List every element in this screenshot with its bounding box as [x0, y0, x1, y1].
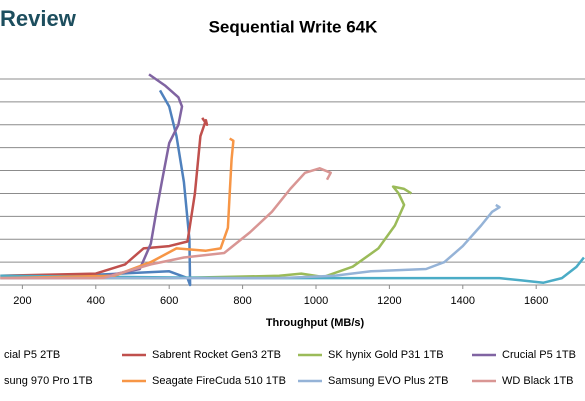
series-line: [0, 117, 209, 278]
brand: Review: [0, 6, 77, 31]
x-tick-label: 400: [87, 295, 105, 307]
x-tick-label: 1400: [451, 295, 475, 307]
legend-label: Sabrent Rocket Gen3 2TB: [152, 349, 281, 361]
x-tick-label: 200: [13, 295, 31, 307]
chart-title: Sequential Write 64K: [209, 17, 379, 36]
x-axis-label: Throughput (MB/s): [266, 317, 365, 329]
x-tick-label: 1600: [524, 295, 548, 307]
legend-label: Samsung EVO Plus 2TB: [328, 375, 448, 387]
x-tick-label: 1000: [304, 295, 328, 307]
legend-label: sung 970 Pro 1TB: [4, 375, 93, 387]
series-line: [0, 185, 413, 280]
x-tick-label: 600: [160, 295, 178, 307]
legend-label: cial P5 2TB: [4, 349, 60, 361]
legend-label: SK hynix Gold P31 1TB: [328, 349, 444, 361]
series-line: [0, 203, 501, 280]
x-tick-label: 1200: [377, 295, 401, 307]
legend-label: Crucial P5 1TB: [502, 349, 576, 361]
legend-label: Seagate FireCuda 510 1TB: [152, 375, 286, 387]
series-line: [0, 89, 192, 287]
series-line: [0, 167, 332, 280]
legend-label: WD Black 1TB: [502, 375, 574, 387]
x-tick-label: 800: [233, 295, 251, 307]
